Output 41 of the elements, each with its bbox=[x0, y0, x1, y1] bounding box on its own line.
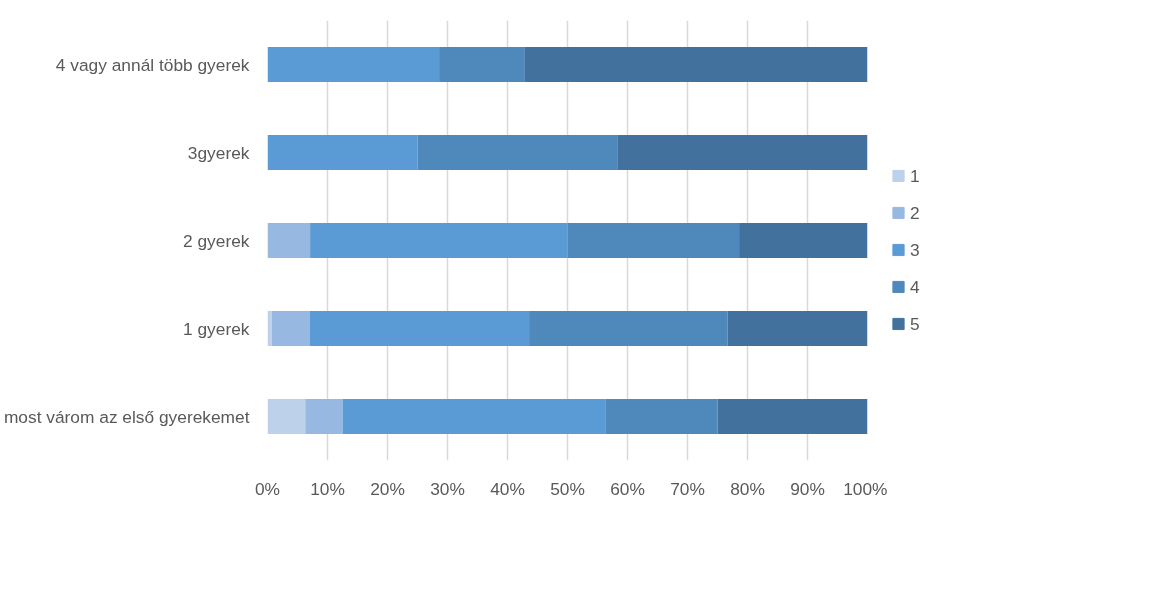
x-tick-label: 0% bbox=[254, 478, 281, 499]
bar bbox=[617, 134, 868, 171]
legend-label: 1 bbox=[910, 165, 921, 186]
x-tick-label: 10% bbox=[310, 478, 345, 499]
bar bbox=[271, 310, 310, 347]
bar bbox=[567, 222, 740, 259]
bar bbox=[727, 310, 868, 347]
x-tick-label: 30% bbox=[430, 478, 465, 499]
y-tick-label: 1 gyerek bbox=[183, 318, 250, 339]
bar bbox=[605, 398, 718, 435]
x-tick-label: 50% bbox=[550, 478, 585, 499]
x-tick-label: 70% bbox=[670, 478, 705, 499]
legend-label: 5 bbox=[910, 313, 921, 334]
x-tick-label: 60% bbox=[610, 478, 645, 499]
bar bbox=[529, 310, 728, 347]
bar bbox=[267, 46, 440, 83]
bar bbox=[417, 134, 618, 171]
y-tick-label: most várom az első gyerekemet bbox=[3, 406, 250, 427]
bar bbox=[439, 46, 525, 83]
legend-label: 4 bbox=[910, 276, 921, 297]
bar bbox=[305, 398, 343, 435]
x-tick-label: 40% bbox=[490, 478, 525, 499]
bar bbox=[267, 222, 311, 259]
bar bbox=[524, 46, 868, 83]
y-tick-label: 2 gyerek bbox=[183, 230, 250, 251]
bar bbox=[717, 398, 868, 435]
bar bbox=[309, 310, 530, 347]
bar bbox=[310, 222, 568, 259]
y-tick-label: 3gyerek bbox=[187, 142, 250, 163]
x-tick-label: 90% bbox=[790, 478, 825, 499]
y-tick-label: 4 vagy annál több gyerek bbox=[55, 54, 250, 75]
x-tick-label: 80% bbox=[730, 478, 765, 499]
x-tick-label: 100% bbox=[843, 478, 888, 499]
bar bbox=[342, 398, 606, 435]
legend-label: 3 bbox=[910, 239, 921, 260]
bar bbox=[267, 310, 272, 347]
bar bbox=[739, 222, 868, 259]
legend-label: 2 bbox=[910, 202, 921, 223]
x-tick-label: 20% bbox=[370, 478, 405, 499]
bar bbox=[267, 398, 306, 435]
bar bbox=[267, 134, 418, 171]
